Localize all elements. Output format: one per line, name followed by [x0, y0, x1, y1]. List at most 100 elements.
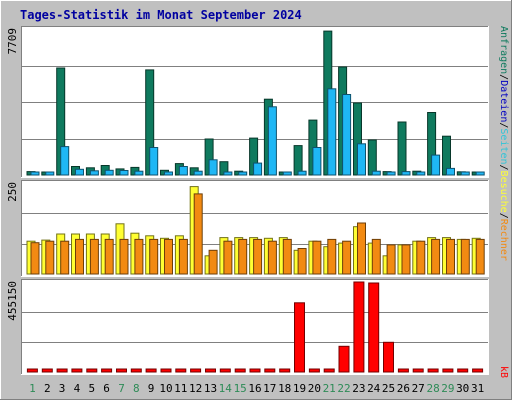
bar-dateien-day-17: [267, 106, 277, 176]
bar-kb-day-27: [412, 368, 424, 373]
bar-rechner-day-7: [119, 238, 129, 275]
plot-area-bottom: [21, 279, 489, 375]
bar-kb-day-24: [368, 282, 380, 373]
x-tick-label: 17: [263, 382, 276, 395]
bar-dateien-day-30: [460, 171, 470, 176]
panel-bottom: 455150: [6, 279, 489, 375]
x-axis-day-labels: 1 2 3 4 5 6 7 8 9 10 11 12 13 14 15 16 17 18 19 20 21 22 23 24 2…: [29, 382, 484, 395]
bar-dateien-day-31: [475, 171, 485, 176]
bar-kb-day-15: [234, 368, 246, 373]
bar-rechner-day-14: [223, 240, 233, 275]
y-max-label-middle: 250: [6, 182, 19, 202]
bar-dateien-day-15: [238, 171, 248, 176]
bar-anfragen-day-19: [293, 145, 303, 176]
bar-rechner-day-26: [401, 244, 411, 275]
bar-dateien-day-21: [327, 88, 337, 176]
legend-vertical-top: Anfragen/Dateien/Seiten/Besuche/Rechner: [498, 26, 509, 261]
bar-dateien-day-16: [253, 162, 263, 176]
bar-rechner-day-17: [267, 240, 277, 275]
x-tick-label: 26: [397, 382, 410, 395]
bar-dateien-day-11: [178, 166, 188, 176]
bar-dateien-day-25: [386, 171, 396, 176]
x-tick-label: 9: [148, 382, 155, 395]
bar-rechner-day-13: [208, 249, 218, 275]
bar-dateien-day-23: [357, 143, 366, 176]
legend-item: Besuche: [498, 171, 509, 213]
y-max-label-top: 7709: [6, 28, 19, 55]
bar-rechner-day-5: [89, 238, 99, 275]
bar-dateien-day-8: [134, 170, 144, 176]
bar-kb-day-1: [26, 368, 38, 373]
bar-dateien-day-28: [431, 154, 441, 176]
x-tick-label: 1: [29, 382, 36, 395]
bar-rechner-day-30: [460, 238, 470, 275]
bar-kb-day-17: [264, 368, 276, 373]
bar-kb-day-16: [249, 368, 261, 373]
x-tick-label: 14: [219, 382, 233, 395]
x-tick-label: 29: [441, 382, 454, 395]
x-tick-label: 25: [382, 382, 395, 395]
bar-rechner-day-22: [342, 240, 352, 275]
bar-kb-day-6: [101, 368, 113, 373]
bar-rechner-day-12: [193, 193, 203, 275]
bar-rechner-day-27: [416, 240, 426, 275]
bar-rechner-day-18: [282, 238, 292, 275]
bar-kb-day-3: [56, 368, 68, 373]
legend-item: Rechner: [498, 219, 509, 261]
bar-rechner-day-16: [253, 238, 263, 275]
bar-rechner-day-21: [327, 238, 337, 275]
bar-kb-day-31: [472, 368, 484, 373]
bar-rechner-day-9: [149, 238, 159, 275]
bar-rechner-day-24: [371, 238, 381, 275]
bar-rechner-day-11: [178, 238, 188, 275]
bar-rechner-day-23: [357, 222, 366, 275]
bar-kb-day-4: [71, 368, 83, 373]
bar-dateien-day-22: [342, 94, 352, 176]
bar-kb-day-25: [383, 341, 394, 373]
legend-item: /: [498, 213, 509, 219]
bar-rechner-day-29: [446, 238, 455, 275]
x-tick-label: 6: [103, 382, 110, 395]
bar-dateien-day-29: [446, 167, 455, 176]
bar-kb-day-7: [116, 368, 127, 373]
bar-kb-day-21: [323, 368, 335, 373]
x-tick-label: 2: [44, 382, 51, 395]
legend-item: Dateien: [498, 80, 509, 122]
bar-kb-day-5: [86, 368, 98, 373]
bar-kb-day-30: [457, 368, 469, 373]
bar-rechner-day-15: [238, 238, 248, 275]
bar-kb-day-19: [294, 302, 305, 373]
bar-dateien-day-2: [45, 171, 55, 176]
bar-kb-day-14: [219, 368, 231, 373]
bar-dateien-day-13: [208, 159, 218, 176]
bar-rechner-day-10: [164, 238, 173, 275]
bar-dateien-day-12: [193, 170, 203, 176]
x-tick-label: 30: [456, 382, 469, 395]
bar-kb-day-13: [205, 368, 216, 373]
bar-kb-day-23: [353, 281, 365, 373]
bar-kb-day-8: [130, 368, 142, 373]
bar-rechner-day-8: [134, 238, 144, 275]
x-tick-label: 4: [74, 382, 81, 395]
bar-dateien-day-26: [401, 171, 411, 176]
bar-rechner-day-3: [60, 240, 70, 275]
legend-item: /: [498, 74, 509, 80]
bar-kb-day-12: [190, 368, 202, 373]
bar-dateien-day-6: [104, 169, 114, 176]
bar-rechner-day-6: [104, 238, 114, 275]
legend-vertical-kb: kB: [498, 366, 509, 378]
x-tick-label: 15: [234, 382, 247, 395]
x-tick-label: 12: [189, 382, 202, 395]
bar-rechner-day-28: [431, 238, 441, 275]
x-tick-label: 19: [293, 382, 306, 395]
bar-rechner-day-25: [386, 244, 396, 275]
bar-dateien-day-18: [282, 171, 292, 176]
legend-item: Anfragen: [498, 26, 509, 74]
panel-middle: 250: [6, 180, 489, 277]
bar-kb-day-2: [41, 368, 53, 373]
x-tick-label: 24: [367, 382, 381, 395]
bar-kb-day-10: [160, 368, 172, 373]
x-tick-label: 7: [118, 382, 125, 395]
bar-kb-day-20: [308, 368, 320, 373]
